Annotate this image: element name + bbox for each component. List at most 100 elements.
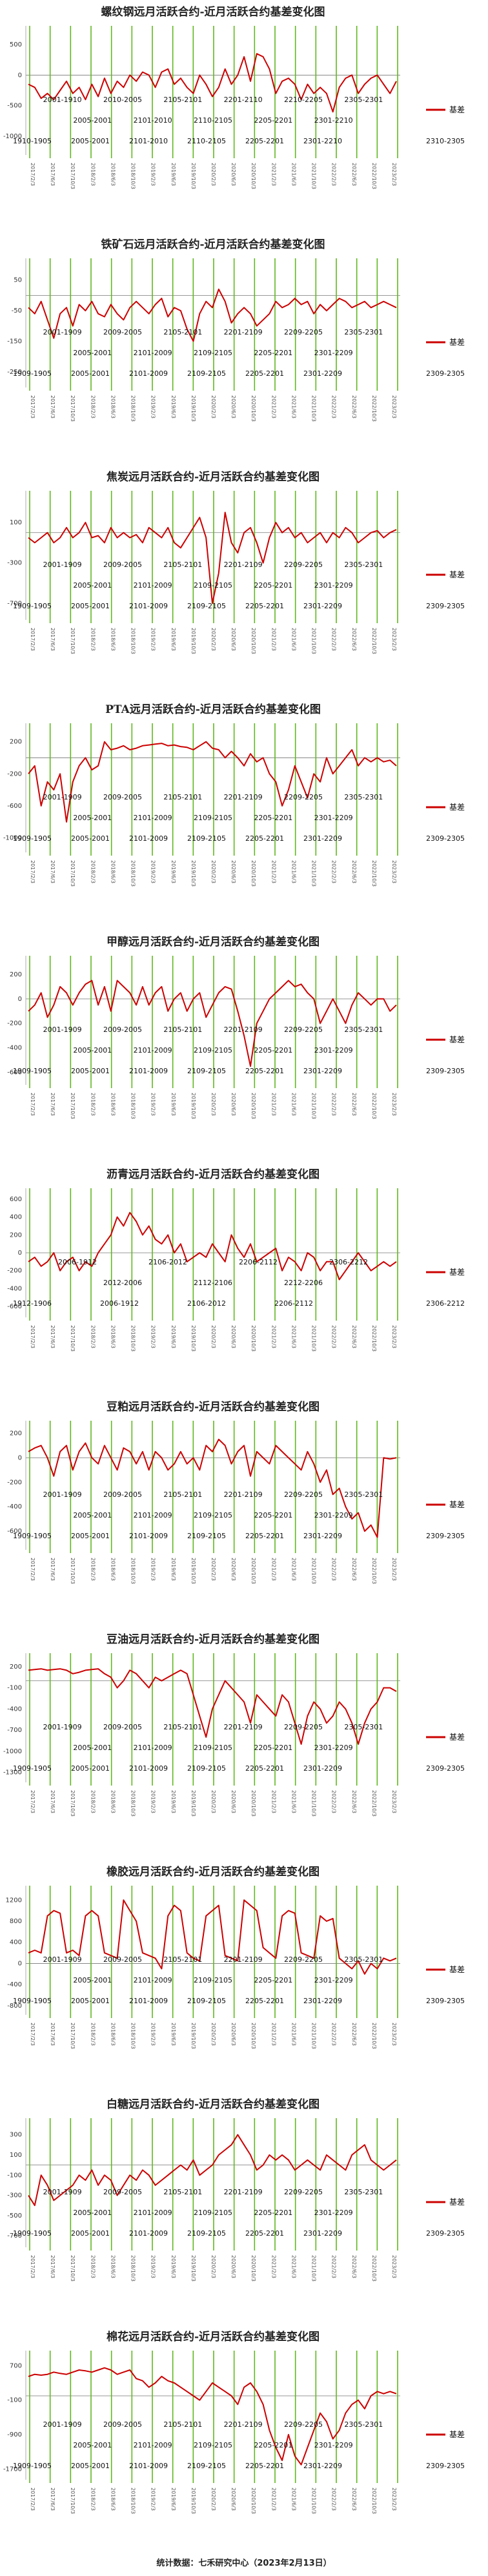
x-tick-label: 2020/2/3 bbox=[210, 1325, 216, 1348]
x-tick-label: 2018/2/3 bbox=[90, 1093, 96, 1116]
contract-label: 2305-2301 bbox=[344, 1723, 383, 1731]
contract-label: 2109-2105 bbox=[194, 581, 232, 590]
x-tick-label: 2020/6/3 bbox=[230, 2488, 236, 2511]
x-tick-label: 2018/10/3 bbox=[130, 628, 136, 654]
x-tick-label: 2018/2/3 bbox=[90, 2023, 96, 2046]
x-tick-label: 2021/6/3 bbox=[290, 1325, 296, 1348]
contract-label: 2206-2112 bbox=[239, 1258, 278, 1266]
x-tick-label: 2021/6/3 bbox=[290, 628, 296, 651]
y-tick-label: -1000 bbox=[3, 1748, 22, 1755]
x-tick-label: 2022/2/3 bbox=[331, 1790, 337, 1813]
contract-label: 2306-2212 bbox=[426, 1299, 465, 1308]
chart-title: 豆粕远月活跃合约-近月活跃合约基差变化图 bbox=[107, 1400, 320, 1414]
y-tick-label: 0 bbox=[18, 1454, 22, 1461]
x-tick-label: 2018/6/3 bbox=[110, 1325, 116, 1348]
x-tick-label: 2022/10/3 bbox=[371, 2488, 377, 2514]
x-tick-label: 2018/6/3 bbox=[110, 628, 116, 651]
contract-label: 2001-1910 bbox=[43, 96, 82, 104]
x-tick-label: 2022/10/3 bbox=[371, 2023, 377, 2049]
chart-title: PTA远月活跃合约-近月活跃合约基差变化图 bbox=[105, 703, 321, 716]
contract-label: 2109-2105 bbox=[187, 1764, 226, 1773]
contract-label: 2109-2105 bbox=[194, 2441, 232, 2449]
contract-label: 2105-2101 bbox=[163, 1955, 202, 1964]
y-tick-label: 0 bbox=[18, 996, 22, 1003]
contract-label: 2205-2201 bbox=[245, 1997, 284, 2005]
x-tick-label: 2021/10/3 bbox=[311, 395, 317, 422]
x-tick-label: 2020/2/3 bbox=[210, 395, 216, 418]
contract-label: 2109-2105 bbox=[187, 834, 226, 843]
x-tick-label: 2018/6/3 bbox=[110, 2488, 116, 2511]
x-tick-label: 2022/6/3 bbox=[351, 2488, 357, 2511]
y-tick-label: 50 bbox=[14, 277, 22, 284]
chart-panel: PTA远月活跃合约-近月活跃合约基差变化图 200 -200 -600 -1000 200… bbox=[0, 697, 488, 930]
x-tick-label: 2021/2/3 bbox=[270, 628, 276, 651]
basis-series-line bbox=[28, 1899, 397, 1975]
contract-label: 2105-2101 bbox=[163, 561, 202, 569]
contract-label: 2101-2009 bbox=[134, 581, 172, 590]
x-tick-label: 2023/2/3 bbox=[391, 2023, 397, 2046]
contract-label: 2301-2209 bbox=[314, 349, 353, 357]
chart-title: 棉花远月活跃合约-近月活跃合约基差变化图 bbox=[107, 2330, 320, 2344]
y-tick-label: 100 bbox=[10, 2152, 22, 2159]
y-tick-label: 400 bbox=[10, 1214, 22, 1221]
contract-label: 2205-2201 bbox=[245, 1532, 284, 1540]
chart-panel: 豆油远月活跃合约-近月活跃合约基差变化图 200 -100 -400 -700 -1000… bbox=[0, 1627, 488, 1860]
x-tick-label: 2020/10/3 bbox=[250, 2255, 256, 2282]
y-tick-label: 200 bbox=[10, 739, 22, 746]
y-tick-label: -100 bbox=[7, 2397, 22, 2404]
y-tick-label: -400 bbox=[7, 1045, 22, 1052]
x-tick-label: 2018/2/3 bbox=[90, 628, 96, 651]
contract-label: 2205-2201 bbox=[254, 1976, 292, 1984]
x-tick-label: 2021/10/3 bbox=[311, 1325, 317, 1352]
x-tick-label: 2020/10/3 bbox=[250, 1093, 256, 1119]
contract-label: 2105-2101 bbox=[163, 1490, 202, 1499]
x-tick-label: 2019/2/3 bbox=[150, 395, 156, 418]
contract-label: 2109-2105 bbox=[187, 2229, 226, 2238]
legend-label: 基差 bbox=[449, 105, 465, 114]
y-tick-label: -1700 bbox=[3, 2466, 22, 2473]
y-tick-label: 0 bbox=[18, 1250, 22, 1257]
contract-label: 2005-2001 bbox=[71, 2229, 110, 2238]
contract-label: 1909-1905 bbox=[13, 369, 52, 378]
x-tick-label: 2018/10/3 bbox=[130, 1093, 136, 1119]
contract-label: 2105-2101 bbox=[163, 96, 202, 104]
x-tick-label: 2018/10/3 bbox=[130, 1558, 136, 1584]
x-tick-label: 2022/2/3 bbox=[331, 1325, 337, 1348]
y-tick-label: -600 bbox=[7, 1303, 22, 1310]
x-tick-label: 2018/2/3 bbox=[90, 1325, 96, 1348]
x-tick-label: 2019/2/3 bbox=[150, 1558, 156, 1581]
contract-label: 2305-2301 bbox=[344, 2188, 383, 2196]
contract-label: 2001-1909 bbox=[43, 1490, 82, 1499]
contract-label: 1909-1905 bbox=[13, 1997, 52, 2005]
basis-series-line bbox=[28, 1438, 397, 1538]
basis-series-line bbox=[28, 53, 397, 113]
y-tick-label: -600 bbox=[7, 1528, 22, 1535]
x-tick-label: 2019/2/3 bbox=[150, 1093, 156, 1116]
contract-label: 2205-2201 bbox=[254, 1744, 292, 1752]
x-tick-label: 2018/10/3 bbox=[130, 1790, 136, 1817]
chart-svg: 橡胶远月活跃合约-近月活跃合约基差变化图 1200 800 400 0 -400 -800 2… bbox=[6, 1865, 465, 2049]
x-tick-label: 2019/10/3 bbox=[190, 2488, 196, 2514]
x-tick-label: 2019/6/3 bbox=[170, 1558, 176, 1581]
contract-label: 2101-2009 bbox=[129, 834, 168, 843]
x-tick-label: 2017/6/3 bbox=[50, 395, 56, 418]
x-tick-label: 2020/6/3 bbox=[230, 628, 236, 651]
contract-label: 2006-1912 bbox=[100, 1299, 139, 1308]
contract-label: 2105-2101 bbox=[163, 793, 202, 801]
x-tick-label: 2021/6/3 bbox=[290, 2488, 296, 2511]
chart-svg: 白糖远月活跃合约-近月活跃合约基差变化图 300 100 -100 -300 -500 -7… bbox=[7, 2097, 465, 2282]
x-tick-label: 2022/2/3 bbox=[331, 628, 337, 651]
contract-label: 2005-2001 bbox=[71, 369, 110, 378]
x-tick-label: 2023/2/3 bbox=[391, 2488, 397, 2511]
x-tick-label: 2022/6/3 bbox=[351, 860, 357, 883]
chart-title: 橡胶远月活跃合约-近月活跃合约基差变化图 bbox=[107, 1865, 320, 1879]
contract-label: 2201-2109 bbox=[224, 1025, 263, 1034]
contract-label: 2109-2105 bbox=[187, 1997, 226, 2005]
contract-label: 2101-2010 bbox=[129, 137, 168, 145]
x-tick-label: 2020/6/3 bbox=[230, 1325, 236, 1348]
contract-label: 2301-2209 bbox=[303, 1997, 342, 2005]
x-tick-label: 2022/6/3 bbox=[351, 163, 357, 186]
x-tick-label: 2020/10/3 bbox=[250, 1558, 256, 1584]
x-tick-label: 2019/2/3 bbox=[150, 2255, 156, 2278]
contract-label: 2109-2105 bbox=[194, 2209, 232, 2217]
